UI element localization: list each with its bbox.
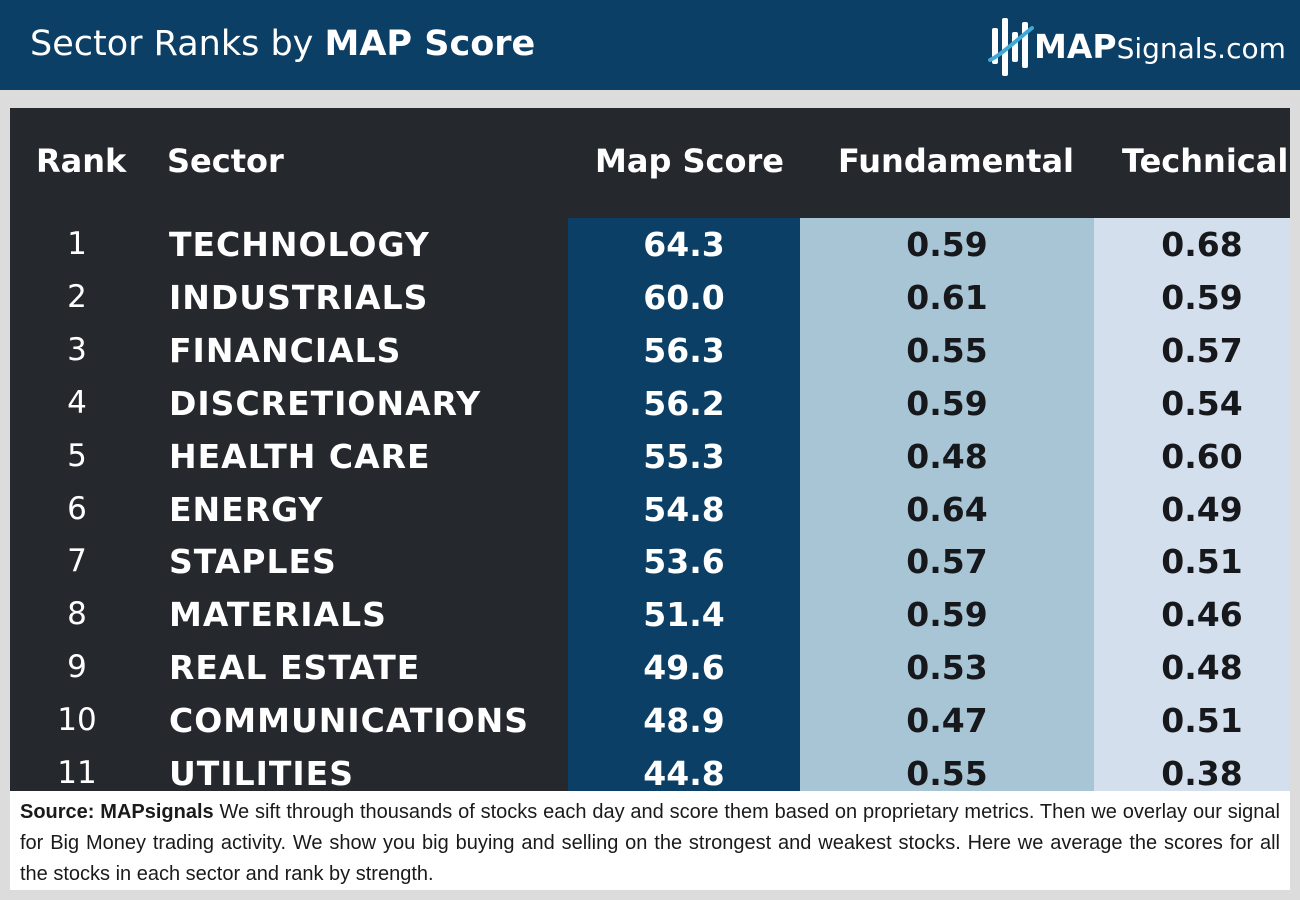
rank-cell: 9 [67,649,87,686]
technical-cell: 0.48 [1161,648,1243,688]
mapsignals-logo-icon [988,18,1034,76]
title-bold: MAP Score [324,24,536,64]
page-title: Sector Ranks by MAP Score [30,24,535,64]
fundamental-cell: 0.55 [906,330,988,370]
map-score-cell: 53.6 [643,542,725,582]
technical-cell: 0.49 [1161,489,1243,529]
sector-cell: COMMUNICATIONS [169,701,530,741]
map-score-cell: 55.3 [643,436,725,476]
table-row: 6 ENERGY 54.8 0.64 0.49 [10,483,1290,536]
technical-cell: 0.46 [1161,595,1243,635]
fundamental-cell: 0.59 [906,595,988,635]
footnote-text: Source: MAPsignals We sift through thous… [10,791,1290,890]
sector-cell: ENERGY [169,489,324,529]
logo-text-rest: Signals.com [1116,32,1286,65]
rank-cell: 1 [67,226,87,262]
map-score-cell: 56.3 [643,330,725,370]
footnote-body: We sift through thousands of stocks each… [20,801,1280,885]
header-fundamental: Fundamental [838,142,1075,180]
mapsignals-logo: MAPSignals.com [988,14,1288,80]
table-row: 2 INDUSTRIALS 60.0 0.61 0.59 [10,271,1290,324]
table-row: 10 COMMUNICATIONS 48.9 0.47 0.51 [10,694,1290,747]
technical-cell: 0.54 [1161,383,1243,423]
technical-cell: 0.60 [1161,436,1243,476]
map-score-cell: 64.3 [643,225,725,264]
fundamental-column-bg [800,218,1094,791]
sector-cell: STAPLES [169,542,337,582]
fundamental-cell: 0.47 [906,701,988,741]
rank-cell: 2 [67,278,87,315]
sector-cell: INDUSTRIALS [169,277,429,317]
map-score-cell: 56.2 [643,383,725,423]
rank-cell: 11 [57,755,97,791]
header-sector: Sector [167,142,284,180]
map-score-cell: 51.4 [643,595,725,635]
sector-cell: DISCRETIONARY [169,383,482,423]
rank-cell: 4 [67,384,87,421]
footnote-source-label: Source: MAPsignals [20,801,214,823]
table-row: 11 UTILITIES 44.8 0.55 0.38 [10,747,1290,791]
map-score-cell: 44.8 [643,754,725,791]
technical-cell: 0.68 [1161,225,1243,264]
fundamental-cell: 0.55 [906,754,988,791]
rank-cell: 10 [57,702,97,739]
sector-cell: FINANCIALS [169,330,402,370]
fundamental-cell: 0.57 [906,542,988,582]
header-map-score: Map Score [595,142,784,180]
fundamental-cell: 0.48 [906,436,988,476]
fundamental-cell: 0.53 [906,648,988,688]
map-score-column-bg [568,218,800,791]
logo-text-bold: MAP [1034,27,1117,66]
technical-cell: 0.38 [1161,754,1243,791]
header-bar: Sector Ranks by MAP Score MAPSignals.com [0,0,1300,90]
fundamental-cell: 0.59 [906,383,988,423]
table-row: 3 FINANCIALS 56.3 0.55 0.57 [10,324,1290,377]
rank-cell: 5 [67,437,87,474]
technical-cell: 0.51 [1161,701,1243,741]
technical-cell: 0.59 [1161,277,1243,317]
map-score-cell: 48.9 [643,701,725,741]
rank-cell: 6 [67,490,87,527]
table-row: 7 STAPLES 53.6 0.57 0.51 [10,535,1290,588]
rank-cell: 7 [67,543,87,580]
map-score-cell: 60.0 [643,277,725,317]
sector-table: Rank Sector Map Score Fundamental Techni… [10,108,1290,791]
table-row: 1 TECHNOLOGY 64.3 0.59 0.68 [10,218,1290,271]
source-footnote: Source: MAPsignals We sift through thous… [10,791,1290,890]
logo-wordmark: MAPSignals.com [1034,27,1286,66]
title-regular: Sector Ranks by [30,24,325,64]
map-score-cell: 49.6 [643,648,725,688]
fundamental-cell: 0.61 [906,277,988,317]
header-technical: Technical [1122,142,1289,180]
technical-cell: 0.51 [1161,542,1243,582]
sector-cell: MATERIALS [169,595,387,635]
technical-cell: 0.57 [1161,330,1243,370]
table-row: 9 REAL ESTATE 49.6 0.53 0.48 [10,641,1290,694]
rank-cell: 3 [67,331,87,368]
map-score-cell: 54.8 [643,489,725,529]
table-row: 8 MATERIALS 51.4 0.59 0.46 [10,588,1290,641]
table-row: 5 HEALTH CARE 55.3 0.48 0.60 [10,430,1290,483]
sector-cell: HEALTH CARE [169,436,431,476]
sector-cell: REAL ESTATE [169,648,421,688]
fundamental-cell: 0.59 [906,225,988,264]
sector-cell: UTILITIES [169,754,354,791]
fundamental-cell: 0.64 [906,489,988,529]
header-rank: Rank [36,142,127,180]
rank-cell: 8 [67,596,87,633]
technical-column-bg [1094,218,1290,791]
sector-cell: TECHNOLOGY [169,225,430,264]
table-row: 4 DISCRETIONARY 56.2 0.59 0.54 [10,377,1290,430]
